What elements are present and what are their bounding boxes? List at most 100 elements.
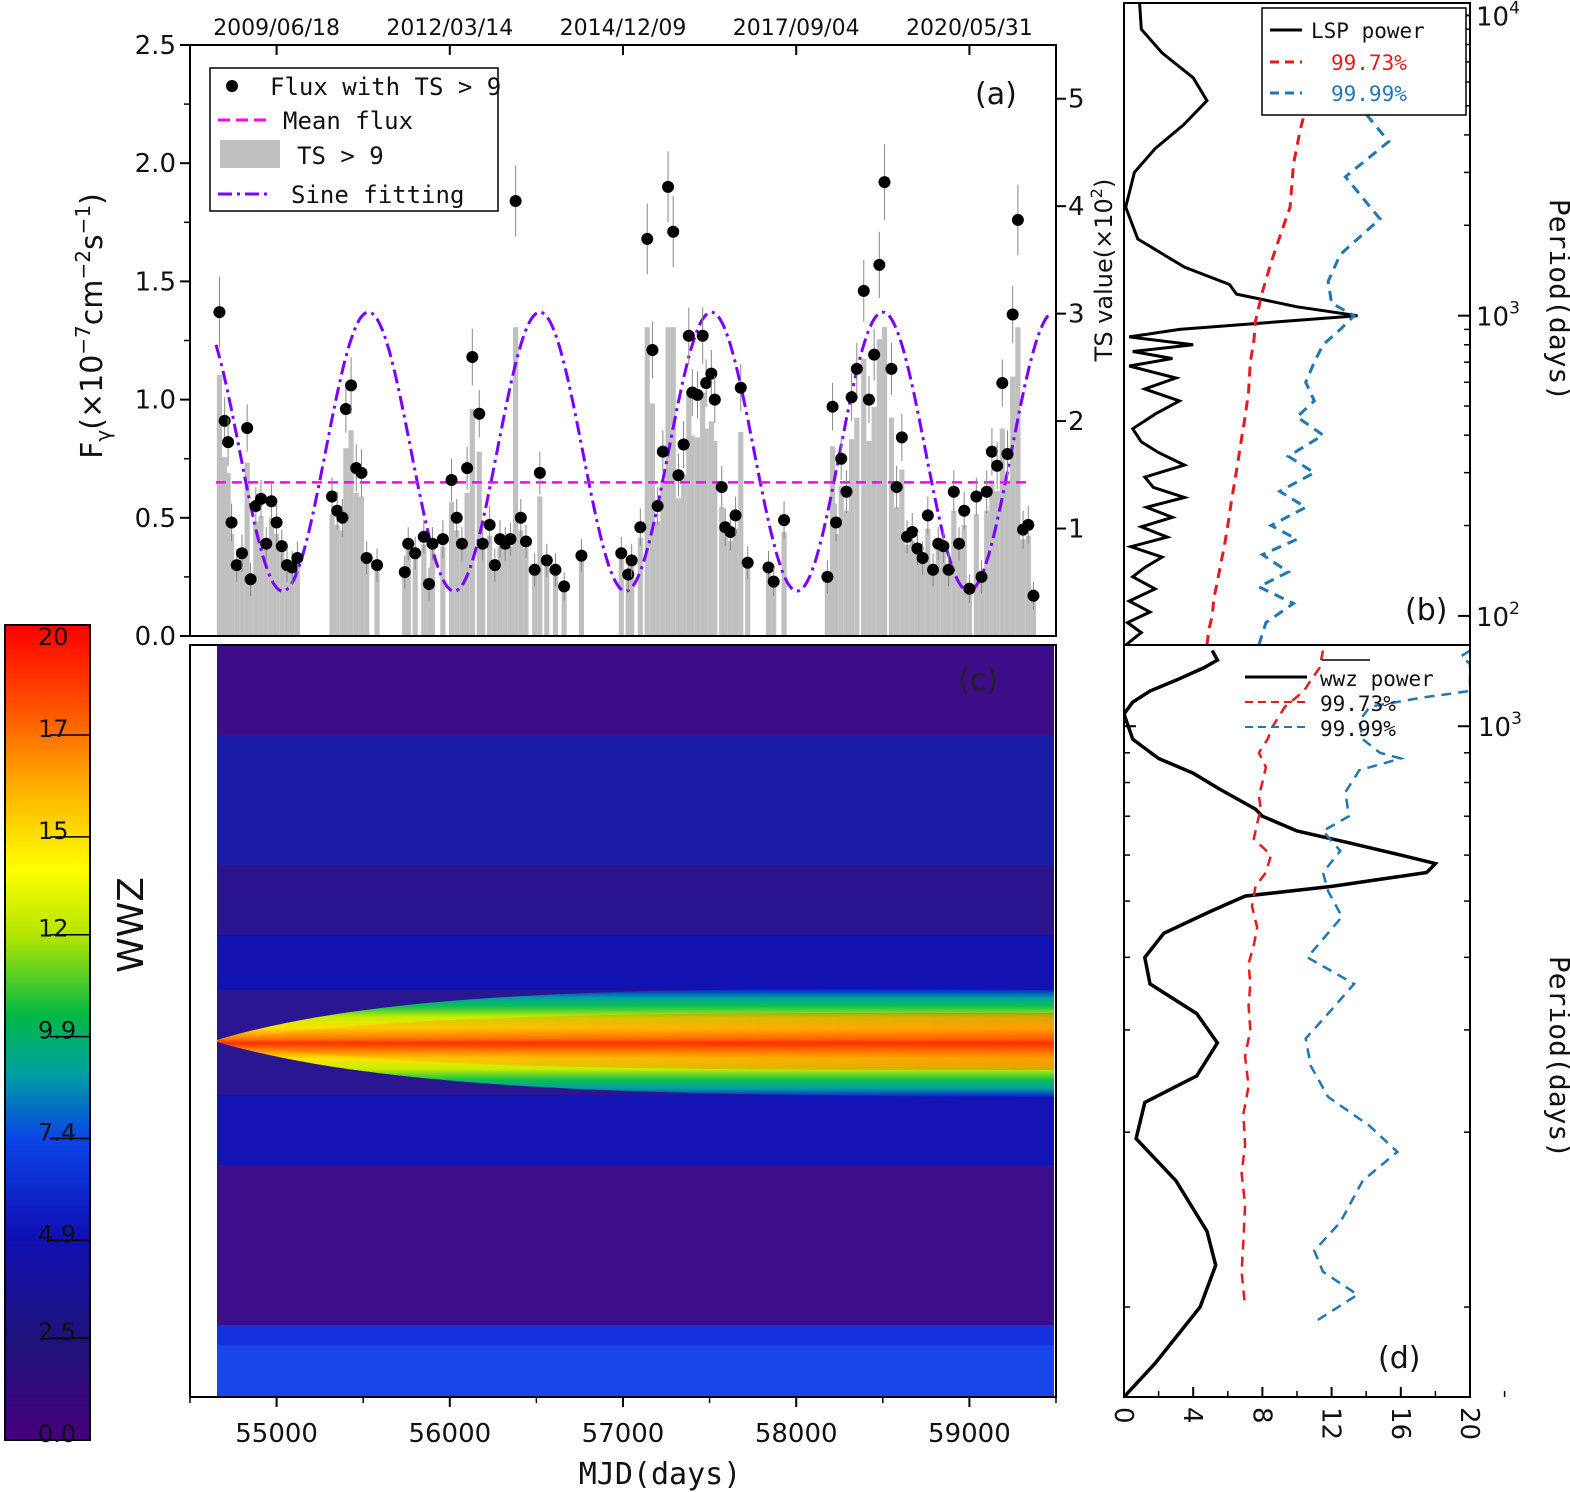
ts-bar xyxy=(279,551,285,636)
ylabel-sub: γ xyxy=(91,430,115,442)
power-tick-label: 12 xyxy=(1316,1407,1346,1440)
y-tick-label: 1.5 xyxy=(135,267,176,297)
flux-point xyxy=(715,481,728,494)
panel-a-legend: Flux with TS > 9 Mean flux TS > 9 Sine f… xyxy=(209,67,501,212)
panel-b-legend: LSP power 99.73% 99.99% xyxy=(1261,7,1467,116)
legend-sine: Sine fitting xyxy=(291,181,464,209)
panel-c-wwz-map: 55000 56000 57000 58000 59000 (c) MJD(days) xyxy=(189,644,1057,1492)
ts-bar xyxy=(738,432,744,636)
date-tick-label: 2020/05/31 xyxy=(906,16,1033,41)
flux-point xyxy=(862,393,875,406)
flux-point xyxy=(514,511,527,524)
power-tick-label: 0 xyxy=(1108,1407,1138,1424)
ts-bar xyxy=(833,533,839,636)
flux-point xyxy=(708,393,721,406)
y-tick-label: 0.5 xyxy=(135,504,176,534)
period-tick-base: 10 xyxy=(1476,303,1509,333)
ts-bar xyxy=(1025,535,1031,636)
flux-point xyxy=(371,559,384,572)
ts-bar xyxy=(294,560,300,636)
flux-point xyxy=(225,516,238,529)
flux-point xyxy=(980,485,993,498)
flux-point xyxy=(270,516,283,529)
ts-bar xyxy=(935,550,941,636)
legend-3sigma: 99.73% xyxy=(1331,51,1407,75)
flux-point xyxy=(677,438,690,451)
ts-bar xyxy=(268,517,275,636)
ylabel-part: s xyxy=(75,234,110,250)
period-tick-label: 103 xyxy=(1476,299,1520,333)
ts-bar xyxy=(649,403,656,636)
panel-a-y-label: Fγ(×10−7cm−2s−1) xyxy=(71,193,115,459)
ts-bar xyxy=(866,440,872,636)
ts-bar xyxy=(459,550,465,636)
flux-point xyxy=(826,400,839,413)
wwz-power-line xyxy=(1124,649,1439,1397)
ts-bar xyxy=(914,553,921,636)
flux-point xyxy=(646,343,659,356)
ts-bar xyxy=(258,516,264,636)
flux-point xyxy=(970,490,983,503)
period-tick-exp: 3 xyxy=(1511,709,1522,729)
legend-3sigma: 99.73% xyxy=(1320,692,1396,716)
ts-bar xyxy=(989,480,995,636)
ts-bar xyxy=(712,440,718,636)
flux-point xyxy=(996,377,1009,390)
ts-bar xyxy=(343,448,349,636)
ts-bar xyxy=(909,541,915,636)
panel-b-y-label: Period(days) xyxy=(1543,199,1570,401)
flux-point xyxy=(906,525,919,538)
flux-point xyxy=(520,535,533,548)
flux-point xyxy=(423,577,436,590)
ylabel-part: cm xyxy=(75,280,110,326)
power-tick-label: 16 xyxy=(1385,1407,1415,1440)
wwz-mid-region xyxy=(217,1095,1054,1165)
y-tick-label: 1.0 xyxy=(135,386,176,416)
ts-bar xyxy=(464,492,470,636)
flux-point xyxy=(244,573,257,586)
ts-bar xyxy=(925,528,931,636)
ts-bar xyxy=(426,580,432,636)
ts-bar xyxy=(364,560,370,636)
ts-label-end: ) xyxy=(1090,179,1118,188)
legend-mean-flux: Mean flux xyxy=(283,107,413,135)
ts-bar xyxy=(838,485,844,636)
wwz-colorbar: 0.0 2.5 4.9 7.4 9.9 12 15 17 20 WWZ xyxy=(4,623,152,1448)
x-tick-label: 59000 xyxy=(928,1419,1011,1449)
panel-b-series xyxy=(1124,3,1399,645)
ts-bar xyxy=(552,569,559,636)
flux-point xyxy=(878,176,891,189)
flux-point xyxy=(326,490,339,503)
ts-bar xyxy=(421,544,427,636)
ts-tick-label: 3 xyxy=(1068,300,1085,330)
ts-bar xyxy=(544,562,550,636)
ts-bar xyxy=(745,564,751,636)
ts-tick-label: 2 xyxy=(1068,407,1085,437)
ts-bar xyxy=(1010,376,1016,636)
flux-point xyxy=(937,540,950,553)
ts-bar xyxy=(248,576,254,636)
flux-point xyxy=(741,556,754,569)
ts-bar xyxy=(930,569,936,636)
period-tick-label: 102 xyxy=(1476,599,1520,633)
ts-bar xyxy=(984,510,990,636)
flux-point xyxy=(540,554,553,567)
date-tick-label: 2017/09/04 xyxy=(733,16,860,41)
colorbar-tick-label: 7.4 xyxy=(38,1118,76,1146)
flux-point xyxy=(417,530,430,543)
ts-bar xyxy=(703,428,709,636)
date-tick-label: 2012/03/14 xyxy=(386,16,513,41)
flux-point xyxy=(667,225,680,238)
flux-point xyxy=(778,514,791,527)
period-tick-base: 10 xyxy=(1476,2,1509,32)
wwz-mid-region xyxy=(217,935,1054,990)
wwz-peak-core xyxy=(217,1012,1054,1070)
lsp-4sigma-line xyxy=(1255,21,1399,645)
wwz-mid-region xyxy=(217,735,1054,865)
colorbar-tick-label: 15 xyxy=(38,817,69,845)
flux-point xyxy=(1006,308,1019,321)
flux-point xyxy=(549,563,562,576)
ts-bar xyxy=(881,327,888,636)
flux-point xyxy=(890,481,903,494)
ts-bar xyxy=(412,557,418,636)
